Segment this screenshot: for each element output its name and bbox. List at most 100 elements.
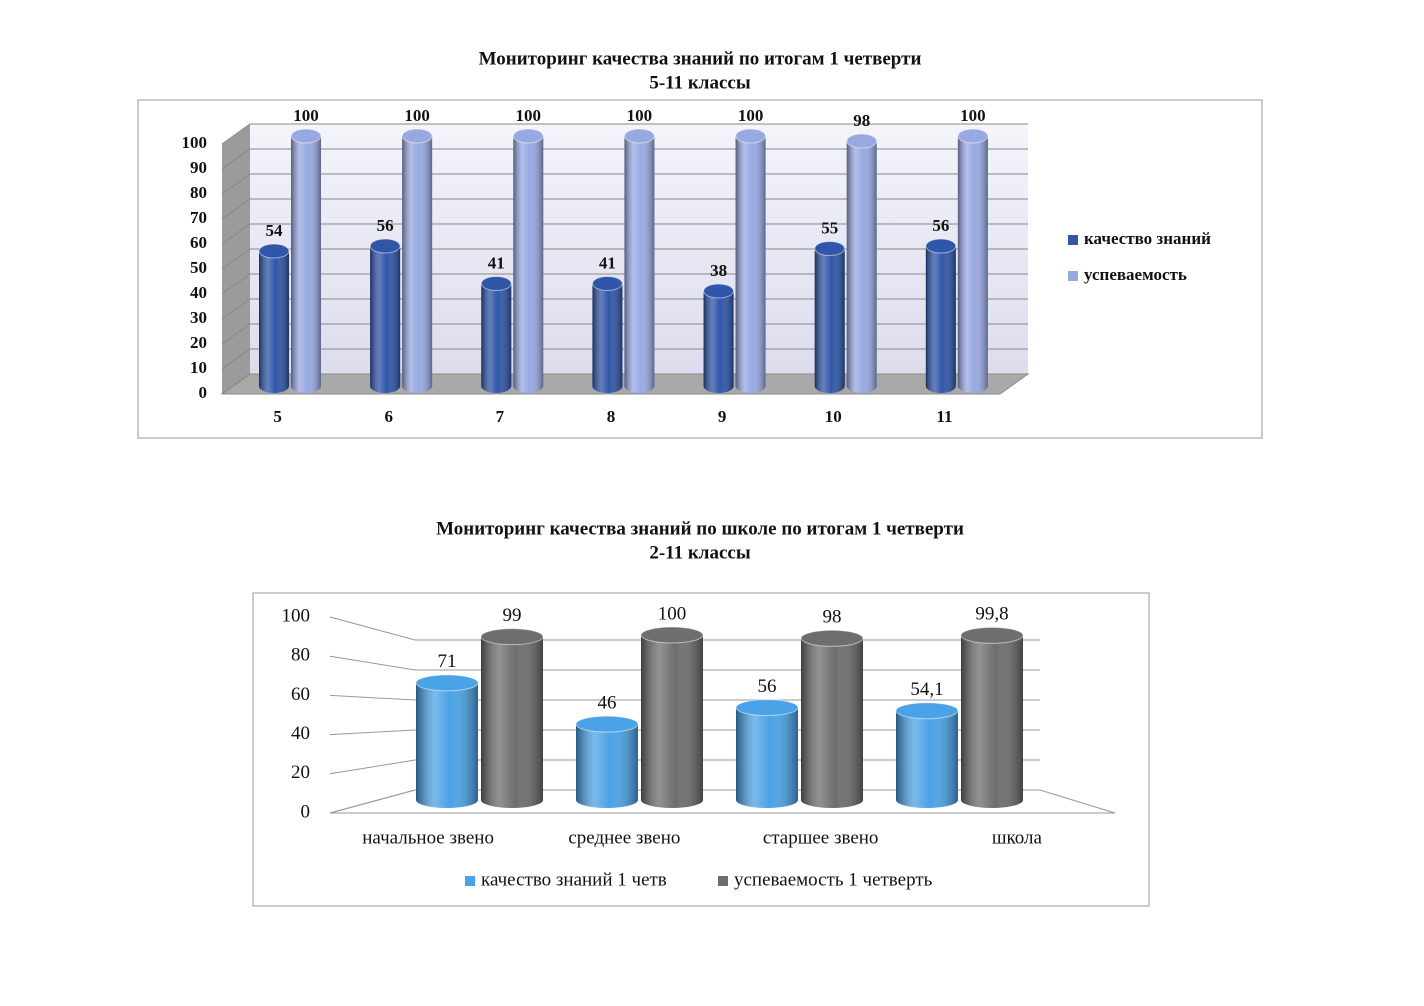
bar bbox=[735, 699, 799, 808]
x-tick-label: 11 bbox=[936, 407, 952, 426]
bar-shade bbox=[801, 638, 863, 800]
grid-line bbox=[221, 273, 1028, 295]
value-label: 100 bbox=[960, 106, 986, 125]
side-wall bbox=[330, 617, 415, 813]
bar-shade bbox=[703, 291, 734, 386]
value-label: 98 bbox=[853, 111, 870, 130]
value-label: 100 bbox=[404, 106, 430, 125]
bar-top bbox=[957, 128, 989, 144]
bar bbox=[480, 276, 512, 393]
y-tick-label: 60 bbox=[291, 684, 310, 705]
legend-label: успеваемость 1 четверть bbox=[734, 869, 933, 890]
bar bbox=[575, 715, 639, 808]
bar-shade bbox=[846, 141, 877, 386]
bar-top bbox=[895, 702, 959, 720]
chart: 0 20 40 60 80 100 начальное звено среднее звено… bbox=[282, 603, 1116, 890]
bar-top bbox=[480, 276, 512, 291]
bar bbox=[846, 133, 878, 393]
legend-swatch bbox=[1068, 235, 1078, 245]
legend-swatch bbox=[465, 876, 475, 886]
value-label: 99 bbox=[503, 605, 522, 626]
bar-top bbox=[735, 128, 767, 144]
bar bbox=[814, 241, 846, 393]
value-label: 54 bbox=[266, 221, 284, 240]
bar-top bbox=[401, 128, 433, 144]
y-tick-label: 60 bbox=[190, 233, 207, 252]
grid-line bbox=[221, 348, 1028, 370]
value-label: 46 bbox=[598, 692, 617, 713]
grid-line bbox=[221, 323, 1028, 345]
chart-title: Мониторинг качества знаний по школе по и… bbox=[436, 518, 964, 539]
x-tick-label: 10 bbox=[825, 407, 842, 426]
bar-shade bbox=[814, 248, 845, 386]
y-tick-label: 0 bbox=[301, 801, 311, 822]
y-tick-label: 20 bbox=[190, 333, 207, 352]
value-label: 41 bbox=[488, 253, 505, 272]
x-tick-label: школа bbox=[992, 827, 1043, 848]
chart-subtitle: 5-11 классы bbox=[649, 72, 751, 93]
bar-top bbox=[623, 128, 655, 144]
bar bbox=[512, 128, 544, 393]
bar bbox=[895, 702, 959, 808]
bar-shade bbox=[576, 724, 638, 800]
value-label: 100 bbox=[627, 106, 653, 125]
grid-line bbox=[221, 223, 1028, 245]
x-tick-label: 8 bbox=[607, 407, 616, 426]
x-tick-label: старшее звено bbox=[763, 827, 879, 848]
bar-top bbox=[512, 128, 544, 144]
value-label: 56 bbox=[932, 216, 949, 235]
bar-top bbox=[800, 629, 864, 647]
value-label: 56 bbox=[758, 676, 777, 697]
x-tick-label: 9 bbox=[718, 407, 727, 426]
legend-label: качество знаний 1 четв bbox=[481, 869, 667, 890]
value-label: 71 bbox=[438, 651, 457, 672]
bar bbox=[258, 243, 290, 393]
value-label: 55 bbox=[821, 218, 838, 237]
bar-shade bbox=[416, 682, 478, 800]
y-tick-label: 20 bbox=[291, 762, 310, 783]
x-tick-label: среднее звено bbox=[568, 827, 680, 848]
value-label: 99,8 bbox=[975, 604, 1008, 625]
value-label: 98 bbox=[823, 607, 842, 628]
y-tick-label: 50 bbox=[190, 258, 207, 277]
legend-swatch bbox=[1068, 271, 1078, 281]
bar-top bbox=[925, 238, 957, 254]
x-tick-label: 6 bbox=[384, 407, 393, 426]
bar-shade bbox=[291, 136, 321, 386]
bar-shade bbox=[896, 710, 958, 800]
bar-shade bbox=[592, 283, 623, 386]
bar-shade bbox=[402, 136, 433, 386]
bar bbox=[290, 128, 322, 393]
bar-top bbox=[480, 628, 544, 646]
y-tick-label: 30 bbox=[190, 308, 207, 327]
bar-shade bbox=[961, 635, 1023, 800]
legend-label: успеваемость bbox=[1084, 265, 1187, 284]
value-label: 100 bbox=[293, 106, 319, 125]
bar-shade bbox=[735, 136, 766, 386]
bar-top bbox=[640, 626, 704, 644]
grid-line bbox=[221, 148, 1028, 170]
bar-shade bbox=[925, 246, 956, 386]
x-tick-label: начальное звено bbox=[362, 827, 494, 848]
grid-line bbox=[221, 173, 1028, 195]
value-label: 100 bbox=[658, 603, 687, 624]
value-label: 54,1 bbox=[910, 679, 943, 700]
value-label: 100 bbox=[738, 106, 764, 125]
bar-shade bbox=[370, 246, 401, 386]
bar-top bbox=[575, 715, 639, 733]
bar bbox=[957, 128, 989, 393]
legend-swatch bbox=[718, 876, 728, 886]
bar bbox=[960, 626, 1024, 808]
bar bbox=[591, 276, 623, 393]
bar-top bbox=[290, 128, 322, 144]
chart-frame bbox=[137, 99, 1263, 439]
bar-shade bbox=[259, 251, 289, 386]
value-label: 100 bbox=[516, 106, 542, 125]
bar-top bbox=[960, 626, 1024, 644]
bar-shade bbox=[481, 636, 543, 800]
y-tick-label: 100 bbox=[282, 605, 311, 626]
bar bbox=[800, 629, 864, 808]
bar-shade bbox=[513, 136, 544, 386]
bar bbox=[623, 128, 655, 393]
